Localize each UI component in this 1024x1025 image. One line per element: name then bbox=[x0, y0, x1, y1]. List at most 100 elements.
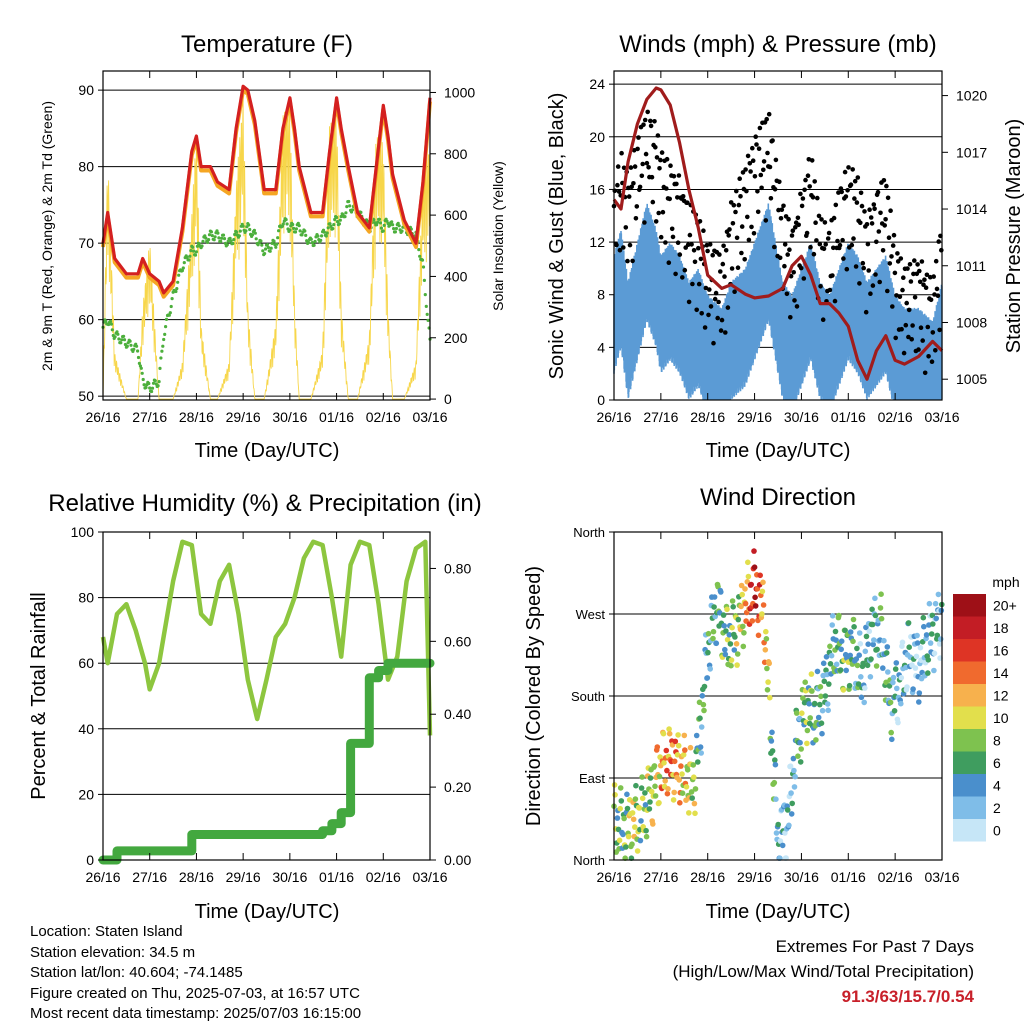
gust-point bbox=[723, 248, 729, 253]
gust-point bbox=[673, 271, 678, 277]
gust-point bbox=[846, 165, 851, 170]
direction-point bbox=[710, 635, 716, 642]
direction-point bbox=[676, 777, 682, 783]
gust-point bbox=[686, 299, 692, 305]
y-tick-label: North bbox=[573, 525, 605, 540]
direction-point bbox=[871, 637, 877, 643]
temperature-title: Temperature (F) bbox=[181, 31, 353, 58]
gust-point bbox=[890, 304, 895, 309]
gust-point bbox=[736, 202, 742, 208]
x-tick-label: 28/16 bbox=[690, 869, 725, 885]
gust-point bbox=[795, 215, 801, 221]
direction-point bbox=[748, 581, 754, 588]
direction-point bbox=[665, 786, 671, 792]
gust-point bbox=[702, 325, 708, 330]
dewpoint-point bbox=[136, 349, 140, 353]
dewpoint-point bbox=[122, 338, 127, 342]
winds-series bbox=[611, 86, 944, 400]
gust-point bbox=[808, 244, 813, 250]
gust-point bbox=[805, 173, 811, 178]
direction-point bbox=[866, 628, 873, 635]
gust-point bbox=[816, 213, 822, 219]
dewpoint-point bbox=[253, 231, 257, 235]
dewpoint-point bbox=[241, 224, 245, 228]
humidity-precip-panel: Relative Humidity (%) & Precipitation (i… bbox=[28, 490, 482, 923]
colorbar-label: 12 bbox=[993, 687, 1009, 703]
direction-point bbox=[679, 790, 686, 796]
wind-direction-xlabel: Time (Day/UTC) bbox=[706, 901, 851, 923]
gust-point bbox=[753, 134, 758, 139]
x-tick-label: 26/16 bbox=[85, 409, 120, 425]
direction-point bbox=[701, 707, 707, 714]
y2-tick-label: 0.00 bbox=[444, 852, 471, 868]
y-tick-label: North bbox=[573, 853, 605, 868]
direction-point bbox=[734, 662, 740, 668]
gust-point bbox=[619, 150, 624, 156]
gust-point bbox=[787, 247, 792, 252]
winds-xlabel: Time (Day/UTC) bbox=[706, 440, 851, 462]
dewpoint-point bbox=[169, 304, 173, 309]
direction-point bbox=[757, 572, 763, 579]
direction-point bbox=[837, 667, 844, 673]
gust-point bbox=[737, 176, 742, 181]
gust-point bbox=[694, 307, 699, 313]
dewpoint-point bbox=[372, 218, 376, 222]
colorbar-swatch bbox=[953, 616, 986, 639]
dewpoint-point bbox=[117, 337, 121, 341]
gust-point bbox=[890, 243, 896, 248]
y-tick-label: 90 bbox=[78, 82, 94, 98]
gust-point bbox=[801, 276, 807, 281]
dewpoint-point bbox=[285, 222, 289, 226]
y2-tick-label: 1011 bbox=[956, 258, 986, 274]
dewpoint-point bbox=[400, 229, 404, 233]
direction-point bbox=[678, 763, 684, 769]
direction-point bbox=[868, 656, 874, 662]
direction-point bbox=[842, 627, 848, 634]
gust-point bbox=[744, 188, 749, 194]
winds-pressure-title: Winds (mph) & Pressure (mb) bbox=[619, 31, 936, 58]
dewpoint-point bbox=[185, 255, 189, 259]
gust-point bbox=[729, 266, 735, 271]
direction-point bbox=[804, 727, 811, 734]
direction-point bbox=[625, 833, 632, 840]
gust-point bbox=[830, 273, 835, 278]
direction-point bbox=[829, 613, 836, 619]
direction-point bbox=[788, 811, 795, 817]
gust-point bbox=[798, 191, 803, 197]
gust-point bbox=[730, 221, 736, 226]
gust-point bbox=[862, 209, 867, 214]
direction-point bbox=[905, 620, 912, 626]
gust-point bbox=[779, 207, 785, 212]
dewpoint-point bbox=[350, 208, 355, 212]
direction-point bbox=[929, 612, 936, 619]
gust-point bbox=[920, 338, 925, 343]
gust-point bbox=[635, 146, 640, 152]
x-tick-label: 02/16 bbox=[366, 409, 401, 425]
gust-point bbox=[899, 326, 904, 332]
gust-point bbox=[755, 189, 760, 194]
dewpoint-point bbox=[266, 245, 270, 250]
direction-point bbox=[864, 662, 871, 669]
direction-point bbox=[925, 657, 932, 663]
dewpoint-point bbox=[116, 332, 120, 336]
colorbar-swatch bbox=[953, 819, 986, 842]
gust-point bbox=[926, 354, 931, 359]
y2-tick-label: 1005 bbox=[956, 371, 987, 387]
gust-point bbox=[770, 138, 775, 143]
gust-point bbox=[654, 155, 660, 160]
gust-point bbox=[928, 297, 934, 303]
gust-point bbox=[734, 188, 739, 194]
direction-point bbox=[762, 647, 769, 653]
gust-point bbox=[884, 183, 889, 189]
y-tick-label: West bbox=[576, 607, 606, 622]
direction-point bbox=[699, 693, 706, 699]
direction-point bbox=[838, 646, 844, 653]
humidity-title: Relative Humidity (%) & Precipitation (i… bbox=[48, 490, 481, 517]
dewpoint-point bbox=[284, 218, 288, 222]
direction-point bbox=[686, 810, 692, 816]
gust-point bbox=[653, 219, 659, 224]
dewpoint-point bbox=[291, 222, 295, 227]
dewpoint-point bbox=[159, 356, 163, 360]
direction-point bbox=[680, 752, 687, 758]
dewpoint-point bbox=[417, 248, 421, 252]
